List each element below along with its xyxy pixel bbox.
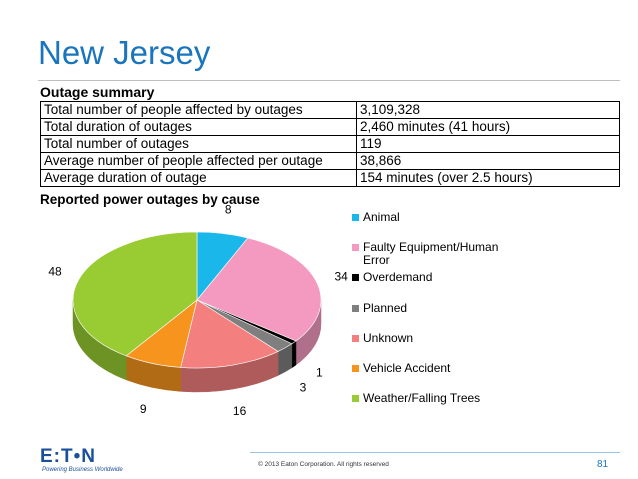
data-label: 34 — [334, 269, 348, 283]
legend-label: Animal — [363, 210, 400, 224]
summary-table: Total number of people affected by outag… — [40, 101, 620, 187]
table-cell: Average duration of outage — [40, 169, 357, 187]
legend-swatch — [352, 304, 359, 312]
legend-swatch — [352, 334, 359, 342]
copyright: © 2013 Eaton Corporation. All rights res… — [258, 461, 389, 468]
data-label: 16 — [233, 404, 247, 418]
data-label: 48 — [48, 265, 62, 279]
legend-swatch — [352, 395, 359, 403]
table-cell: Total number of people affected by outag… — [40, 101, 357, 119]
section-heading: Outage summary — [40, 84, 155, 100]
data-label: 9 — [140, 402, 147, 416]
data-label: 3 — [300, 381, 307, 395]
table-row: Average duration of outage 154 minutes (o… — [40, 169, 620, 187]
legend-label: Weather/Falling Trees — [363, 391, 481, 406]
table-row: Total duration of outages 2,460 minutes (… — [40, 118, 620, 136]
legend-swatch — [352, 365, 359, 372]
legend-label: Faulty Equipment/Human Error — [363, 240, 499, 268]
legend-item: Unknown — [352, 330, 512, 345]
logo: E:T•N — [40, 446, 96, 467]
pie-side — [291, 340, 297, 369]
legend-item: Weather/Falling Trees — [352, 392, 512, 405]
data-label: 8 — [225, 202, 232, 216]
pie-slice — [196, 237, 322, 342]
pie-slice — [180, 299, 279, 369]
legend-swatch — [352, 214, 359, 221]
legend-item: Faulty Equipment/Human Error — [352, 241, 512, 267]
legend-swatch — [352, 244, 359, 252]
slide-title: New Jersey — [38, 34, 211, 71]
legend-item: Vehicle Accident — [352, 362, 512, 375]
table-cell: Average number of people affected per ou… — [40, 152, 357, 170]
table-cell: Total duration of outages — [40, 118, 357, 136]
legend-item: Overdemand — [352, 271, 512, 284]
table-row: Average number of people affected per ou… — [40, 152, 620, 170]
legend-swatch — [352, 274, 359, 282]
legend-item: Animal — [352, 211, 512, 224]
footer-rule — [250, 452, 620, 453]
section-heading: Reported power outages by cause — [40, 192, 260, 207]
legend-label: Planned — [363, 300, 408, 315]
legend-label: Vehicle Accident — [363, 361, 451, 375]
table-row: Total number of people affected by outag… — [40, 101, 620, 119]
data-label: 1 — [316, 365, 323, 379]
table-cell: 38,866 — [356, 152, 620, 170]
legend-label: Unknown — [363, 330, 414, 345]
page-number: 81 — [597, 459, 609, 470]
title-rule — [38, 80, 620, 81]
legend-label: Overdemand — [363, 270, 433, 285]
pie-slice — [72, 231, 198, 357]
logo-tagline: Powering Business Worldwide — [42, 467, 123, 473]
table-cell: 3,109,328 — [356, 101, 620, 119]
table-cell: 154 minutes (over 2.5 hours) — [356, 169, 620, 187]
legend-item: Planned — [352, 300, 512, 315]
